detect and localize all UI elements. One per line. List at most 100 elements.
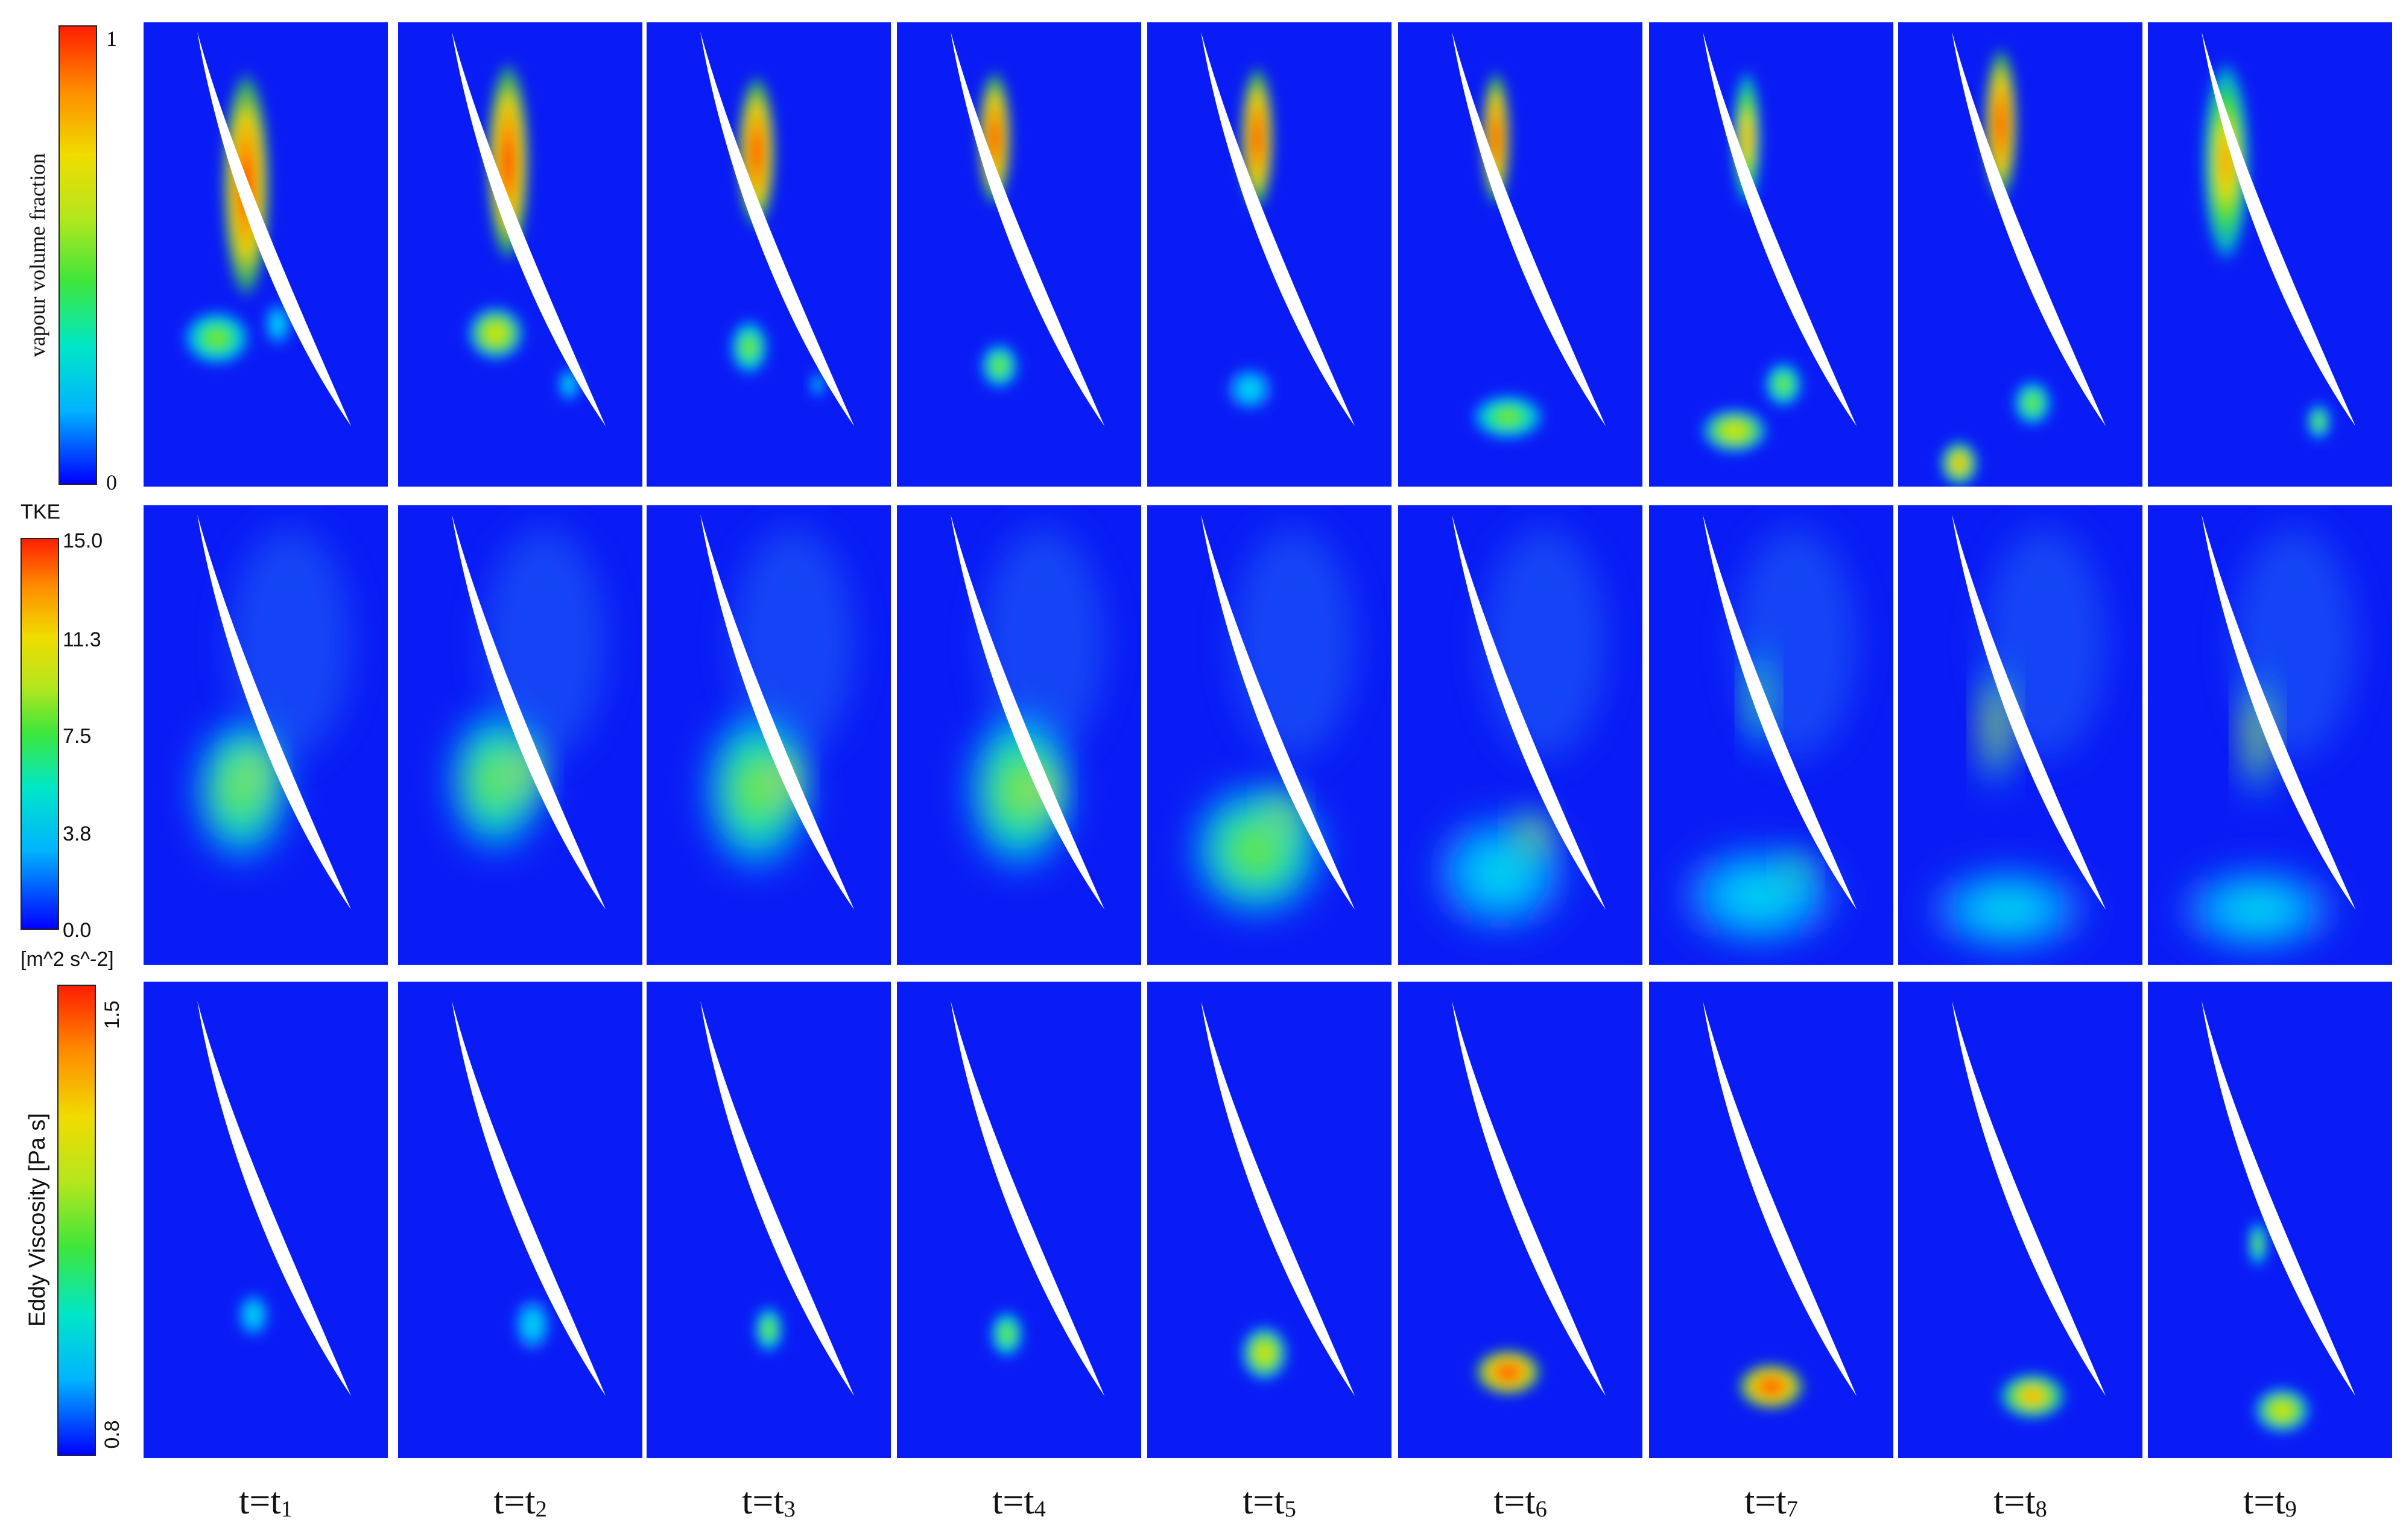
blade-profile xyxy=(197,1000,352,1396)
panel-r1-c9 xyxy=(2148,22,2392,487)
blade-profile xyxy=(1952,514,2106,910)
panel-background xyxy=(1649,982,1893,1458)
panel-r1-c6 xyxy=(1398,22,1642,487)
contour-region xyxy=(1471,394,1545,440)
contour-region xyxy=(2253,1386,2312,1434)
time-label-t2: t=t2 xyxy=(493,1481,547,1522)
contour-region xyxy=(2202,59,2251,264)
eddy-colorbar-title: Eddy Viscosity [Pa s] xyxy=(25,1112,50,1327)
vapour-tick-min: 0 xyxy=(106,470,117,494)
contour-region xyxy=(557,365,581,403)
panel-background xyxy=(398,22,642,487)
blade-profile xyxy=(1952,1000,2106,1396)
time-label-t8: t=t8 xyxy=(1993,1481,2047,1522)
panel-background xyxy=(144,505,388,965)
blade-profile xyxy=(1201,1000,1355,1396)
panel-r1-c2 xyxy=(398,22,642,487)
contour-region xyxy=(977,69,1012,208)
blade-profile xyxy=(197,31,352,426)
blade-profile xyxy=(1452,31,1606,426)
panel-background xyxy=(1649,22,1893,487)
contour-region xyxy=(513,1296,552,1354)
time-label-t5: t=t5 xyxy=(1243,1481,1296,1522)
tke-haze xyxy=(1483,528,1606,759)
panel-r3-c4 xyxy=(897,982,1141,1458)
contour-region xyxy=(1515,808,1550,864)
panel-r2-c3 xyxy=(647,505,891,965)
contour-region xyxy=(1700,408,1769,455)
contour-region xyxy=(754,1305,784,1354)
contour-region xyxy=(1239,1324,1289,1382)
panel-background xyxy=(2148,982,2392,1458)
panel-r1-c4 xyxy=(897,22,1141,487)
contour-region xyxy=(965,707,1073,873)
time-label-t7: t=t7 xyxy=(1744,1481,1798,1522)
tke-haze xyxy=(229,528,352,759)
time-label-t6: t=t6 xyxy=(1493,1481,1547,1522)
tke-haze xyxy=(982,528,1105,759)
panel-background xyxy=(1398,22,1642,487)
panel-background xyxy=(897,505,1141,965)
contour-region xyxy=(192,716,290,864)
blade-profile xyxy=(1703,514,1857,910)
contour-region xyxy=(221,69,271,301)
contour-region xyxy=(263,301,293,347)
panel-r2-c2 xyxy=(398,505,642,965)
panel-r1-c5 xyxy=(1147,22,1391,487)
panel-background xyxy=(1147,982,1391,1458)
contour-region xyxy=(1673,841,1844,951)
tke-haze xyxy=(483,528,606,759)
panel-r1-c8 xyxy=(1898,22,2142,487)
tke-tick-0: 0.0 xyxy=(63,919,92,942)
time-label-t4: t=t4 xyxy=(992,1481,1046,1522)
contour-region xyxy=(1764,361,1803,408)
contour-region xyxy=(1474,1348,1542,1396)
contour-region xyxy=(703,707,811,873)
panel-r3-c1 xyxy=(144,982,388,1458)
panel-background xyxy=(1398,982,1642,1458)
contour-region xyxy=(2248,1220,2268,1267)
panel-background xyxy=(1147,22,1391,487)
contour-region xyxy=(1981,661,2011,791)
contour-region xyxy=(447,707,545,855)
contour-region xyxy=(810,370,825,399)
contour-region xyxy=(989,1310,1024,1359)
contour-region xyxy=(1998,1372,2067,1420)
tke-haze xyxy=(1232,528,1355,759)
vapour-colorbar-title: vapour volume fraction xyxy=(25,153,49,357)
contour-region xyxy=(736,73,776,232)
blade-profile xyxy=(1952,31,2106,426)
contour-region xyxy=(1481,69,1511,208)
panel-r2-c4 xyxy=(897,505,1141,965)
contour-region xyxy=(1922,863,2094,956)
panel-background xyxy=(144,22,388,487)
eddy-tick-max: 1.5 xyxy=(101,1000,124,1029)
panel-background xyxy=(2148,505,2392,965)
blade-profile xyxy=(700,31,855,426)
contour-region xyxy=(761,744,801,818)
contour-region xyxy=(466,305,525,362)
panel-r1-c1 xyxy=(144,22,388,487)
panel-r3-c3 xyxy=(647,982,891,1458)
panel-background xyxy=(1147,505,1391,965)
tke-haze xyxy=(2233,528,2356,759)
panel-r2-c1 xyxy=(144,505,388,965)
panel-r1-c7 xyxy=(1649,22,1893,487)
panel-background xyxy=(144,982,388,1458)
panel-background xyxy=(647,22,891,487)
tke-haze xyxy=(1983,528,2106,759)
contour-region xyxy=(182,310,252,366)
tke-tick-15: 15.0 xyxy=(63,529,103,552)
blade-profile xyxy=(951,514,1105,910)
contour-region xyxy=(498,735,542,809)
contour-region xyxy=(1983,45,2018,204)
panel-background xyxy=(2148,22,2392,487)
blade-profile xyxy=(700,1000,855,1396)
contour-region xyxy=(1264,785,1299,850)
contour-region xyxy=(233,735,273,809)
panel-r2-c8 xyxy=(1898,505,2142,965)
blade-profile xyxy=(1201,31,1355,426)
panel-background xyxy=(398,982,642,1458)
contour-region xyxy=(1427,808,1574,938)
